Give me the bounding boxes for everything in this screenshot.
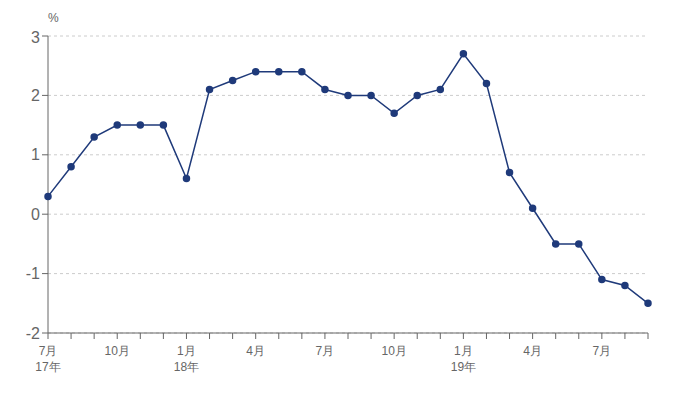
svg-text:0: 0	[31, 206, 40, 223]
svg-text:7月: 7月	[593, 344, 612, 358]
svg-text:2: 2	[31, 87, 40, 104]
svg-text:19年: 19年	[451, 360, 476, 374]
svg-text:1: 1	[31, 146, 40, 163]
svg-text:1月: 1月	[454, 344, 473, 358]
svg-text:4月: 4月	[523, 344, 542, 358]
svg-text:17年: 17年	[35, 360, 60, 374]
svg-text:10月: 10月	[381, 344, 406, 358]
svg-text:7月: 7月	[39, 344, 58, 358]
svg-text:3: 3	[31, 29, 40, 46]
svg-text:10月: 10月	[105, 344, 130, 358]
svg-text:18年: 18年	[174, 360, 199, 374]
svg-text:7月: 7月	[316, 344, 335, 358]
svg-text:4月: 4月	[246, 344, 265, 358]
svg-text:1月: 1月	[177, 344, 196, 358]
svg-text:-2: -2	[26, 325, 40, 342]
svg-text:-1: -1	[26, 265, 40, 282]
